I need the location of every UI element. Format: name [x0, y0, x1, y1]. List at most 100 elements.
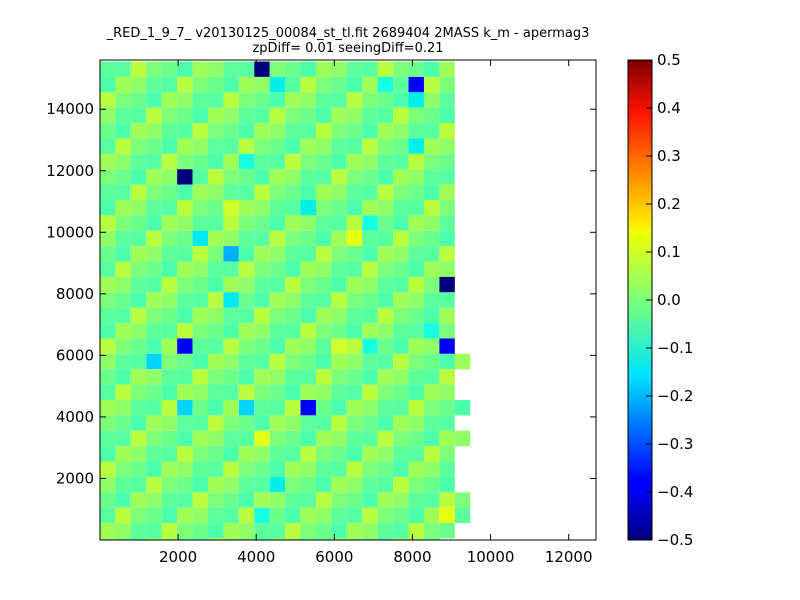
heatmap-cell — [393, 338, 409, 354]
heatmap-cell — [269, 400, 286, 416]
heatmap-cell — [285, 215, 301, 231]
colorbar-tick-label: −0.5 — [657, 531, 693, 549]
heatmap-cell — [100, 292, 116, 308]
heatmap-cell — [285, 353, 301, 370]
heatmap-cell — [393, 138, 409, 154]
heatmap-cell — [254, 461, 270, 477]
heatmap-cell — [300, 292, 316, 308]
heatmap-cell — [285, 523, 301, 539]
heatmap-cell — [269, 230, 286, 247]
heatmap-cell — [130, 261, 147, 277]
heatmap-cell — [207, 384, 224, 400]
heatmap-cell — [300, 246, 316, 262]
chart-title-line1: _RED_1_9_7_ v20130125_00084_st_tl.fit 26… — [106, 26, 590, 41]
colorbar-tick-label: 0.3 — [657, 147, 681, 165]
heatmap-cell — [439, 61, 455, 77]
heatmap-cell — [439, 138, 455, 154]
heatmap-cell — [408, 307, 424, 324]
heatmap-cell — [315, 246, 332, 262]
heatmap-cell — [408, 123, 424, 139]
heatmap-cell — [146, 246, 162, 262]
heatmap-cell — [207, 430, 224, 447]
heatmap-cell — [100, 492, 116, 508]
heatmap-cell — [269, 76, 286, 93]
heatmap-cell — [254, 492, 270, 508]
heatmap-cell — [192, 230, 208, 247]
heatmap-cell — [315, 523, 332, 539]
heatmap-cell — [223, 507, 239, 524]
heatmap-cell — [130, 184, 147, 200]
heatmap-cell — [285, 492, 301, 508]
heatmap-cell — [362, 138, 378, 154]
heatmap-cell — [346, 215, 363, 231]
heatmap-cell — [377, 261, 394, 277]
heatmap-cell — [223, 169, 239, 185]
heatmap-cell — [408, 538, 424, 540]
heatmap-cell — [408, 430, 424, 447]
heatmap-cell — [161, 523, 178, 539]
heatmap-cell — [238, 430, 255, 447]
heatmap-cell — [161, 76, 178, 93]
heatmap-cell — [439, 446, 455, 462]
heatmap-cell — [439, 92, 455, 108]
heatmap-cell — [146, 92, 162, 108]
heatmap-cell — [223, 138, 239, 154]
heatmap-cell — [207, 76, 224, 93]
heatmap-cell — [223, 446, 239, 462]
heatmap-cell — [285, 261, 301, 277]
heatmap-cell — [130, 76, 147, 93]
heatmap-cell — [408, 261, 424, 277]
heatmap-cell — [192, 492, 208, 508]
x-tick-label: 10000 — [467, 548, 515, 566]
heatmap-cell — [285, 476, 301, 493]
heatmap-cell — [300, 461, 316, 477]
heatmap-cell — [161, 307, 178, 324]
colorbar-tick-label: −0.1 — [657, 339, 693, 357]
heatmap-cell — [439, 507, 455, 524]
heatmap-cell — [439, 184, 455, 200]
heatmap-cell — [423, 292, 440, 308]
heatmap-cell — [408, 523, 424, 539]
heatmap-cell — [423, 246, 440, 262]
heatmap-cell — [285, 400, 301, 416]
plot-frame — [99, 59, 597, 541]
heatmap-cell — [130, 492, 147, 508]
y-tick-label: 8000 — [56, 285, 94, 303]
heatmap-cell — [269, 153, 286, 170]
heatmap-cell — [300, 323, 316, 339]
heatmap-cell — [439, 153, 455, 170]
heatmap-cell — [331, 292, 347, 308]
heatmap-cell — [362, 415, 378, 431]
heatmap-cell — [115, 430, 131, 447]
heatmap-cell — [408, 384, 424, 400]
colorbar-tick-label: 0.0 — [657, 291, 681, 309]
heatmap-cell — [393, 492, 409, 508]
heatmap-cell — [100, 215, 116, 231]
heatmap-cell — [362, 523, 378, 539]
heatmap-cell — [362, 353, 378, 370]
heatmap-cell — [331, 492, 347, 508]
heatmap-cell — [254, 476, 270, 493]
heatmap-cell — [177, 261, 193, 277]
heatmap-cell — [315, 415, 332, 431]
heatmap-cell — [100, 353, 116, 370]
heatmap-cell — [408, 415, 424, 431]
heatmap-cell — [223, 353, 239, 370]
heatmap-cell — [130, 353, 147, 370]
heatmap-cell — [177, 76, 193, 93]
heatmap-cell — [192, 384, 208, 400]
heatmap-cell — [393, 523, 409, 539]
heatmap-cell — [238, 92, 255, 108]
heatmap-cell — [393, 307, 409, 324]
heatmap-cell — [269, 369, 286, 385]
heatmap-cell — [423, 476, 440, 493]
heatmap-cell — [100, 169, 116, 185]
heatmap-cell — [238, 461, 255, 477]
heatmap-cell — [285, 230, 301, 247]
heatmap-cell — [223, 415, 239, 431]
heatmap-cell — [177, 276, 193, 293]
heatmap-cell — [331, 415, 347, 431]
heatmap-cell — [146, 292, 162, 308]
heatmap-cell — [439, 369, 455, 385]
heatmap-cell — [207, 153, 224, 170]
